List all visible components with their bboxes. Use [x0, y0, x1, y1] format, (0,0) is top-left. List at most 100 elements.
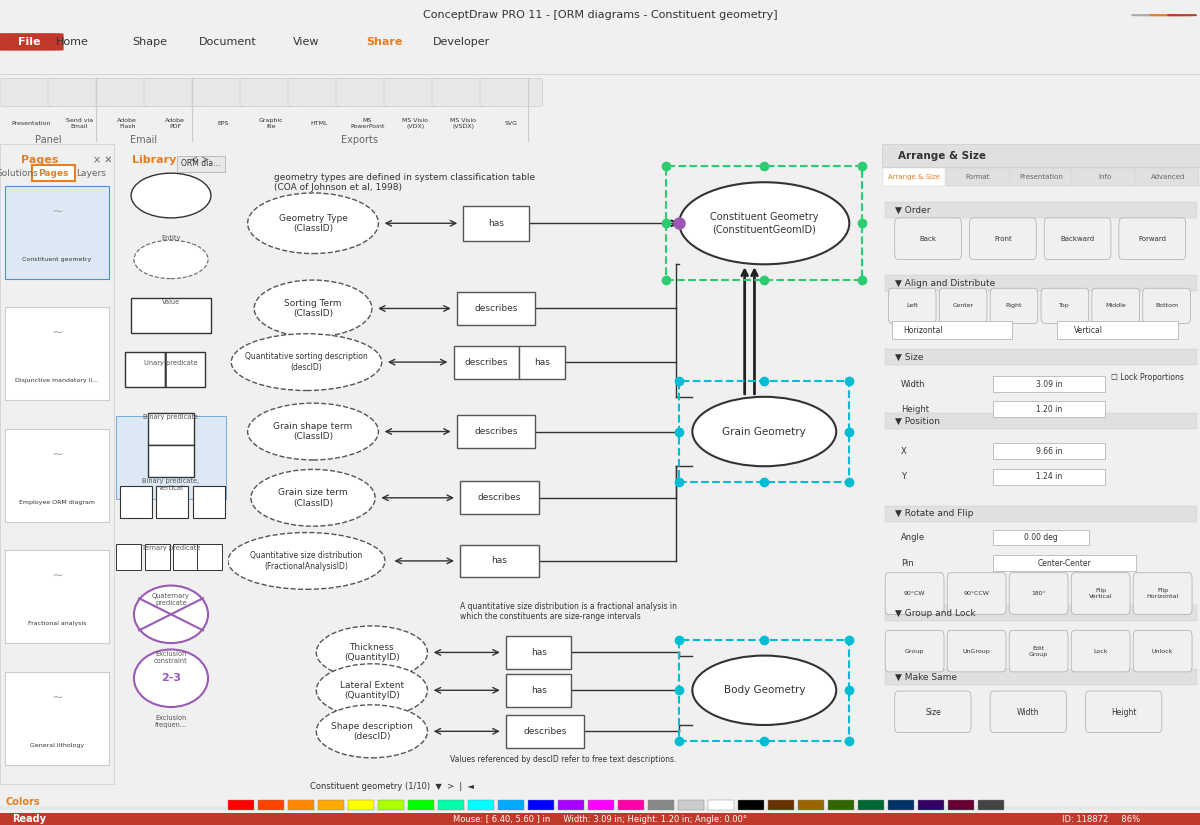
- Text: MS Visio
(VDX): MS Visio (VDX): [402, 118, 428, 129]
- Text: Constituent Geometry
(ConstituentGeomID): Constituent Geometry (ConstituentGeomID): [710, 213, 818, 234]
- Ellipse shape: [131, 173, 211, 218]
- FancyBboxPatch shape: [166, 352, 205, 387]
- Text: Bottom: Bottom: [1156, 303, 1178, 308]
- FancyBboxPatch shape: [994, 530, 1088, 545]
- Text: Binary predicate,
vertical: Binary predicate, vertical: [143, 478, 199, 491]
- FancyBboxPatch shape: [558, 799, 584, 810]
- Text: 3.09 in: 3.09 in: [1036, 380, 1062, 389]
- Text: Send via
Email: Send via Email: [66, 118, 92, 129]
- FancyBboxPatch shape: [32, 165, 76, 182]
- FancyBboxPatch shape: [408, 799, 434, 810]
- FancyBboxPatch shape: [193, 487, 224, 518]
- FancyBboxPatch shape: [120, 487, 151, 518]
- Text: has: has: [530, 686, 546, 695]
- Text: Back: Back: [919, 236, 937, 242]
- FancyBboxPatch shape: [149, 412, 194, 445]
- Text: Group: Group: [905, 649, 924, 654]
- FancyBboxPatch shape: [5, 550, 109, 644]
- Text: Size: Size: [925, 708, 941, 717]
- FancyBboxPatch shape: [1138, 168, 1199, 186]
- Text: ▼ Position: ▼ Position: [895, 417, 940, 426]
- FancyBboxPatch shape: [648, 799, 674, 810]
- Text: ▼ Rotate and Flip: ▼ Rotate and Flip: [895, 509, 973, 518]
- Text: Mouse: [ 6.40, 5.60 ] in     Width: 3.09 in; Height: 1.20 in; Angle: 0.00°: Mouse: [ 6.40, 5.60 ] in Width: 3.09 in;…: [454, 814, 746, 823]
- FancyBboxPatch shape: [480, 78, 542, 106]
- FancyBboxPatch shape: [918, 799, 944, 810]
- FancyBboxPatch shape: [438, 799, 464, 810]
- Text: Vertical: Vertical: [1074, 326, 1103, 335]
- FancyBboxPatch shape: [947, 630, 1006, 672]
- Text: Pin: Pin: [901, 559, 914, 568]
- FancyBboxPatch shape: [126, 352, 166, 387]
- Ellipse shape: [317, 664, 427, 717]
- Text: Center: Center: [953, 303, 973, 308]
- Text: Front: Front: [994, 236, 1012, 242]
- FancyBboxPatch shape: [858, 799, 884, 810]
- Text: Unary predicate: Unary predicate: [144, 360, 198, 366]
- Text: Edit
Group: Edit Group: [1028, 646, 1048, 657]
- Text: Solutions: Solutions: [0, 168, 38, 177]
- Text: has: has: [530, 648, 546, 657]
- FancyBboxPatch shape: [5, 429, 109, 521]
- Ellipse shape: [251, 469, 376, 526]
- Text: describes: describes: [464, 357, 508, 366]
- FancyBboxPatch shape: [1086, 691, 1162, 733]
- FancyBboxPatch shape: [176, 156, 224, 172]
- FancyBboxPatch shape: [288, 78, 350, 106]
- Text: HTML: HTML: [311, 120, 328, 126]
- Text: 0.00 deg: 0.00 deg: [1024, 533, 1058, 542]
- FancyBboxPatch shape: [940, 288, 986, 323]
- Text: Graphic
file: Graphic file: [259, 118, 283, 129]
- FancyBboxPatch shape: [454, 346, 520, 379]
- FancyBboxPatch shape: [468, 799, 494, 810]
- Text: Right: Right: [1006, 303, 1022, 308]
- Text: Shape description
(descID): Shape description (descID): [331, 722, 413, 741]
- FancyBboxPatch shape: [116, 416, 226, 499]
- FancyBboxPatch shape: [144, 78, 206, 106]
- Text: Flip
Horizontal: Flip Horizontal: [1146, 588, 1178, 599]
- FancyBboxPatch shape: [48, 78, 110, 106]
- FancyBboxPatch shape: [768, 799, 794, 810]
- FancyBboxPatch shape: [1009, 573, 1068, 615]
- FancyBboxPatch shape: [1133, 573, 1192, 615]
- Text: ▼ Order: ▼ Order: [895, 205, 930, 215]
- Text: Exclusion
constraint: Exclusion constraint: [154, 651, 188, 663]
- Text: Quantitative sorting description
(descID): Quantitative sorting description (descID…: [245, 352, 368, 372]
- FancyBboxPatch shape: [131, 298, 211, 333]
- Text: Ready: Ready: [12, 814, 46, 824]
- Text: Forward: Forward: [1139, 236, 1166, 242]
- Text: Flip
Vertical: Flip Vertical: [1088, 588, 1112, 599]
- FancyBboxPatch shape: [460, 544, 539, 577]
- FancyBboxPatch shape: [460, 482, 539, 514]
- Text: 9.66 in: 9.66 in: [1036, 447, 1062, 455]
- FancyBboxPatch shape: [994, 376, 1104, 392]
- Text: Binary predicate: Binary predicate: [144, 414, 198, 421]
- FancyBboxPatch shape: [5, 672, 109, 765]
- Text: ~: ~: [52, 691, 62, 705]
- FancyBboxPatch shape: [886, 349, 1196, 365]
- Text: Exports: Exports: [342, 135, 378, 145]
- Text: Values referenced by descID refer to free text descriptions.: Values referenced by descID refer to fre…: [450, 755, 677, 764]
- FancyBboxPatch shape: [990, 288, 1038, 323]
- Text: Unlock: Unlock: [1152, 649, 1174, 654]
- FancyBboxPatch shape: [1142, 288, 1190, 323]
- FancyBboxPatch shape: [520, 346, 565, 379]
- Text: Geometry Type
(ClassID): Geometry Type (ClassID): [278, 214, 348, 233]
- FancyBboxPatch shape: [1044, 218, 1111, 259]
- Text: Quantitative size distribution
(FractionalAnalysisID): Quantitative size distribution (Fraction…: [251, 551, 362, 571]
- FancyBboxPatch shape: [378, 799, 404, 810]
- Text: Body Geometry: Body Geometry: [724, 686, 805, 695]
- FancyBboxPatch shape: [258, 799, 284, 810]
- Ellipse shape: [134, 240, 208, 279]
- Text: Entity: Entity: [161, 235, 181, 242]
- Text: Grain size term
(ClassID): Grain size term (ClassID): [278, 488, 348, 507]
- Text: ~: ~: [52, 569, 62, 583]
- Text: ID: 118872     86%: ID: 118872 86%: [1062, 814, 1140, 823]
- Ellipse shape: [317, 705, 427, 758]
- FancyBboxPatch shape: [116, 544, 142, 569]
- Text: geometry types are defined in system classification table
(COA of Johnson et al,: geometry types are defined in system cla…: [274, 172, 535, 192]
- Ellipse shape: [317, 626, 427, 679]
- FancyBboxPatch shape: [888, 799, 914, 810]
- Text: Colors: Colors: [6, 797, 41, 807]
- FancyBboxPatch shape: [1009, 630, 1068, 672]
